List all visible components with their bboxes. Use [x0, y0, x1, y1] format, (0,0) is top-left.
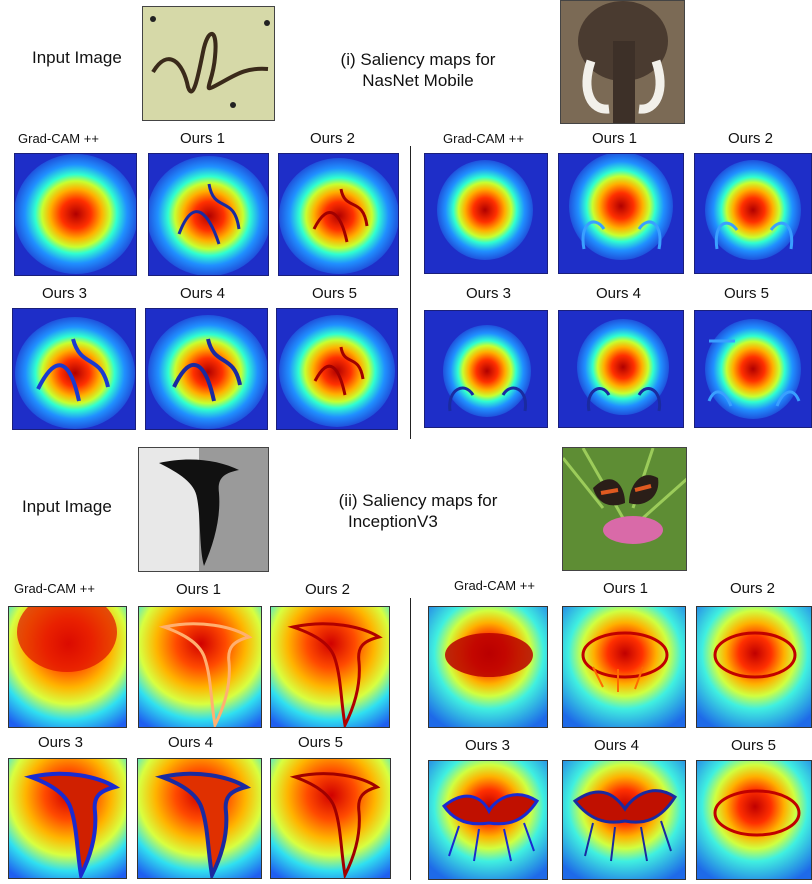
p1-left-label-2: Ours 1 — [180, 130, 226, 147]
p1-left-map-gradcam — [14, 153, 137, 276]
p2-left-label-6: Ours 5 — [298, 734, 344, 751]
p2-right-label-2: Ours 1 — [603, 580, 649, 597]
input-image-elephant — [560, 0, 685, 124]
panel1-caption: (i) Saliency maps for NasNet Mobile — [318, 49, 518, 91]
p2-left-label-3: Ours 2 — [305, 581, 351, 598]
p2-right-label-6: Ours 5 — [731, 737, 777, 754]
p1-left-label-4: Ours 3 — [42, 285, 88, 302]
p1-right-label-5: Ours 4 — [596, 285, 642, 302]
p1-right-map-ours3 — [424, 310, 548, 428]
panel2-caption-line2: InceptionV3 — [348, 512, 438, 531]
p2-right-label-4: Ours 3 — [465, 737, 511, 754]
panel1-input-label: Input Image — [32, 48, 122, 67]
p2-left-label-2: Ours 1 — [176, 581, 222, 598]
p1-right-map-gradcam — [424, 153, 548, 274]
p1-right-map-ours5 — [694, 310, 812, 428]
p1-left-label-6: Ours 5 — [312, 285, 358, 302]
panel1-divider — [410, 146, 411, 439]
input-image-shark — [138, 447, 269, 572]
p1-right-map-ours2 — [694, 153, 812, 274]
panel1-caption-line2: NasNet Mobile — [362, 71, 474, 90]
p1-right-label-6: Ours 5 — [724, 285, 770, 302]
input-image-handwriting — [142, 6, 275, 121]
p2-right-label-3: Ours 2 — [730, 580, 776, 597]
panel2-input-label: Input Image — [22, 497, 112, 516]
p2-right-label-5: Ours 4 — [594, 737, 640, 754]
p1-left-map-ours4 — [145, 308, 268, 430]
input-image-butterfly — [562, 447, 687, 571]
p1-left-map-ours1 — [148, 153, 269, 276]
p2-left-map-ours2 — [270, 606, 390, 728]
p1-left-label-5: Ours 4 — [180, 285, 226, 302]
p1-left-label-3: Ours 2 — [310, 130, 356, 147]
p2-right-map-ours5 — [696, 760, 812, 880]
p2-left-map-ours5 — [270, 758, 391, 879]
p2-right-map-ours3 — [428, 760, 548, 880]
p2-right-map-gradcam — [428, 606, 548, 728]
p1-right-label-1: Grad-CAM ++ — [443, 131, 524, 146]
p2-right-map-ours2 — [696, 606, 812, 728]
p1-left-map-ours3 — [12, 308, 136, 430]
p2-left-label-4: Ours 3 — [38, 734, 84, 751]
p1-right-label-4: Ours 3 — [466, 285, 512, 302]
p2-left-label-5: Ours 4 — [168, 734, 214, 751]
p2-right-map-ours4 — [562, 760, 686, 880]
p1-left-map-ours5 — [276, 308, 398, 430]
panel2-caption: (ii) Saliency maps for InceptionV3 — [318, 490, 518, 532]
p2-left-map-ours4 — [137, 758, 262, 879]
panel1-caption-line1: (i) Saliency maps for — [340, 50, 496, 69]
p1-right-map-ours4 — [558, 310, 684, 428]
panel2-caption-line1: (ii) Saliency maps for — [338, 491, 498, 510]
p1-right-label-3: Ours 2 — [728, 130, 774, 147]
p2-right-map-ours1 — [562, 606, 686, 728]
panel2-divider — [410, 598, 411, 880]
p2-left-label-1: Grad-CAM ++ — [14, 581, 95, 596]
p2-left-map-ours1 — [138, 606, 262, 728]
p1-right-label-2: Ours 1 — [592, 130, 638, 147]
p1-right-map-ours1 — [558, 153, 684, 274]
p2-left-map-ours3 — [8, 758, 127, 879]
p1-left-map-ours2 — [278, 153, 399, 276]
p2-right-label-1: Grad-CAM ++ — [454, 578, 535, 593]
p1-left-label-1: Grad-CAM ++ — [18, 131, 99, 146]
p2-left-map-gradcam — [8, 606, 127, 728]
